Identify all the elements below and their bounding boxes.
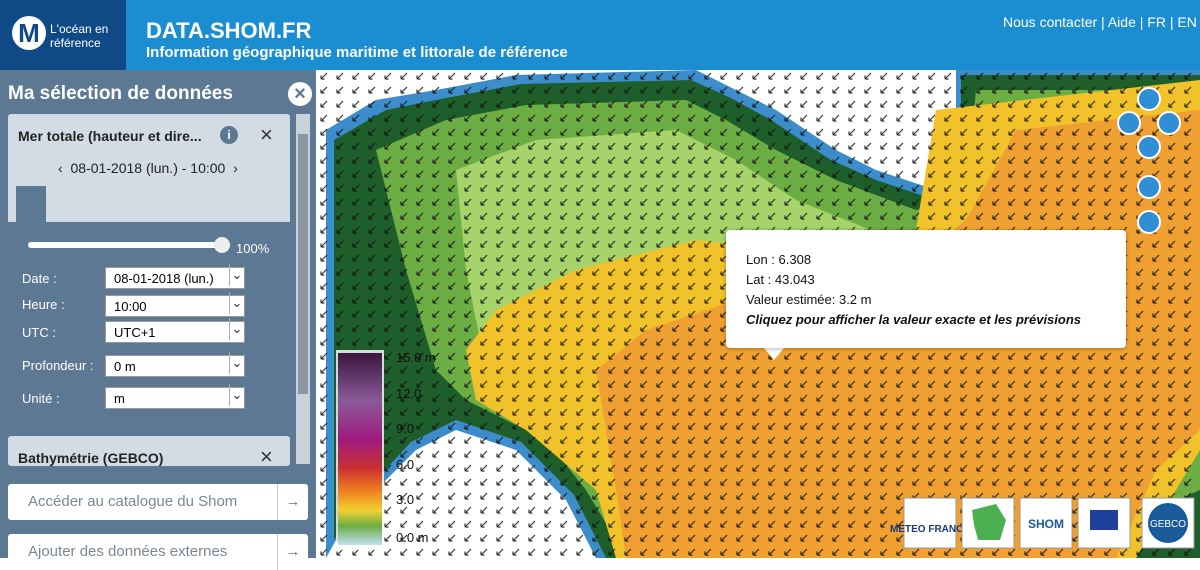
- field-label: Profondeur :: [22, 358, 94, 373]
- tooltip-lon: Lon : 6.308: [746, 252, 812, 267]
- pan-right[interactable]: [1157, 111, 1181, 135]
- gebco-circle: [1148, 503, 1188, 543]
- scroll-thumb[interactable]: [298, 134, 308, 394]
- tooltip-value: Valeur estimée: 3.2 m: [746, 292, 872, 307]
- tooltip[interactable]: Lon : 6.308 Lat : 43.043 Valeur estimée:…: [726, 230, 1126, 348]
- datetime: 08-01-2018 (lun.) - 10:00: [70, 160, 226, 176]
- legend-labels: 15.0 m 12.0 9.0 6.0 3.0 0.0 m: [396, 350, 436, 545]
- pan-left[interactable]: [1117, 111, 1141, 135]
- logo-gebco: GEBCO: [1150, 519, 1186, 530]
- link[interactable]: EN: [1177, 14, 1197, 30]
- tooltip-action: Cliquez pour afficher la valeur exacte e…: [746, 312, 1082, 327]
- eu-flag: [1090, 510, 1118, 530]
- logo-shom: SHOM: [1028, 517, 1064, 531]
- legend-label: 12.0: [396, 386, 421, 401]
- field-label: UTC :: [22, 325, 56, 340]
- arrow: →: [277, 534, 308, 570]
- unit-select[interactable]: m: [105, 384, 245, 409]
- remove-layer[interactable]: ×: [260, 122, 273, 147]
- depth-select[interactable]: 0 m: [105, 352, 245, 377]
- tooltip-lat: Lat : 43.043: [746, 272, 815, 287]
- slider-handle[interactable]: [214, 237, 230, 253]
- page: M L'océan en référence DATA.SHOM.FR Info…: [0, 0, 1200, 558]
- link[interactable]: Aide: [1107, 14, 1136, 30]
- legend-label: 15.0 m: [396, 350, 436, 365]
- legend-scale: [338, 353, 382, 545]
- logo-box: [1019, 497, 1073, 549]
- layer-datetime: ‹ 08-01-2018 (lun.) - 10:00 ›: [58, 160, 238, 176]
- opacity-value: 100%: [236, 241, 270, 256]
- header: M L'océan en référence DATA.SHOM.FR Info…: [0, 0, 1200, 70]
- subtitle: Information géographique maritime et lit…: [146, 44, 568, 61]
- logo-meteo: METEO FRANCE: [890, 524, 970, 535]
- logos: METEO FRANCE SHOM GEBCO: [890, 497, 1195, 549]
- remove-layer[interactable]: ×: [260, 444, 273, 469]
- hour-select[interactable]: 10:00: [105, 292, 245, 317]
- nav-controls: [1117, 87, 1181, 234]
- legend-label: 0.0 m: [396, 530, 429, 545]
- field-label: Date :: [22, 271, 57, 286]
- logo-mark: M: [12, 16, 46, 50]
- links: Nous contacter | Aide | FR | EN: [1003, 14, 1197, 30]
- info-icon[interactable]: i: [220, 126, 238, 144]
- france-map: [972, 504, 1006, 540]
- zoom-out[interactable]: [1137, 210, 1161, 234]
- arrow: →: [277, 484, 308, 520]
- sidebar-title: Ma sélection de données: [8, 83, 233, 104]
- settings-tab[interactable]: [16, 186, 46, 222]
- field-label: Heure :: [22, 297, 65, 312]
- date-select[interactable]: 08-01-2018 (lun.): [105, 264, 245, 289]
- logo-box: [903, 497, 957, 549]
- logo-text: L'océan en référence: [50, 22, 109, 50]
- link[interactable]: FR: [1147, 14, 1166, 30]
- button-label: Accéder au catalogue du Shom: [28, 493, 238, 510]
- pan-up[interactable]: [1137, 87, 1161, 111]
- layer2-panel: Bathymétrie (GEBCO) ×: [8, 436, 290, 469]
- close-sidebar[interactable]: ×: [288, 82, 312, 106]
- zoom-in[interactable]: [1137, 175, 1161, 199]
- link[interactable]: Nous contacter: [1003, 14, 1098, 30]
- external-button[interactable]: Ajouter des données externes →: [8, 534, 308, 570]
- site-name: DATA.SHOM.FR: [146, 18, 312, 43]
- legend-label: 3.0: [396, 492, 414, 507]
- button-label: Ajouter des données externes: [28, 543, 228, 560]
- logo: M L'océan en référence: [0, 0, 126, 70]
- legend-label: 6.0: [396, 457, 414, 472]
- pan-down[interactable]: [1137, 135, 1161, 159]
- sidebar: Ma sélection de données × Mer totale (ha…: [0, 70, 316, 570]
- utc-select[interactable]: UTC+1: [105, 318, 245, 343]
- opacity-slider[interactable]: [28, 242, 230, 248]
- catalog-button[interactable]: Accéder au catalogue du Shom →: [8, 484, 308, 520]
- tooltip-pointer: [764, 348, 784, 360]
- layer-name: Mer totale (hauteur et dire...: [18, 128, 202, 144]
- field-label: Unité :: [22, 391, 60, 406]
- legend-label: 9.0: [396, 421, 414, 436]
- scrollbar: [296, 114, 310, 464]
- layer2-name: Bathymétrie (GEBCO): [18, 450, 164, 466]
